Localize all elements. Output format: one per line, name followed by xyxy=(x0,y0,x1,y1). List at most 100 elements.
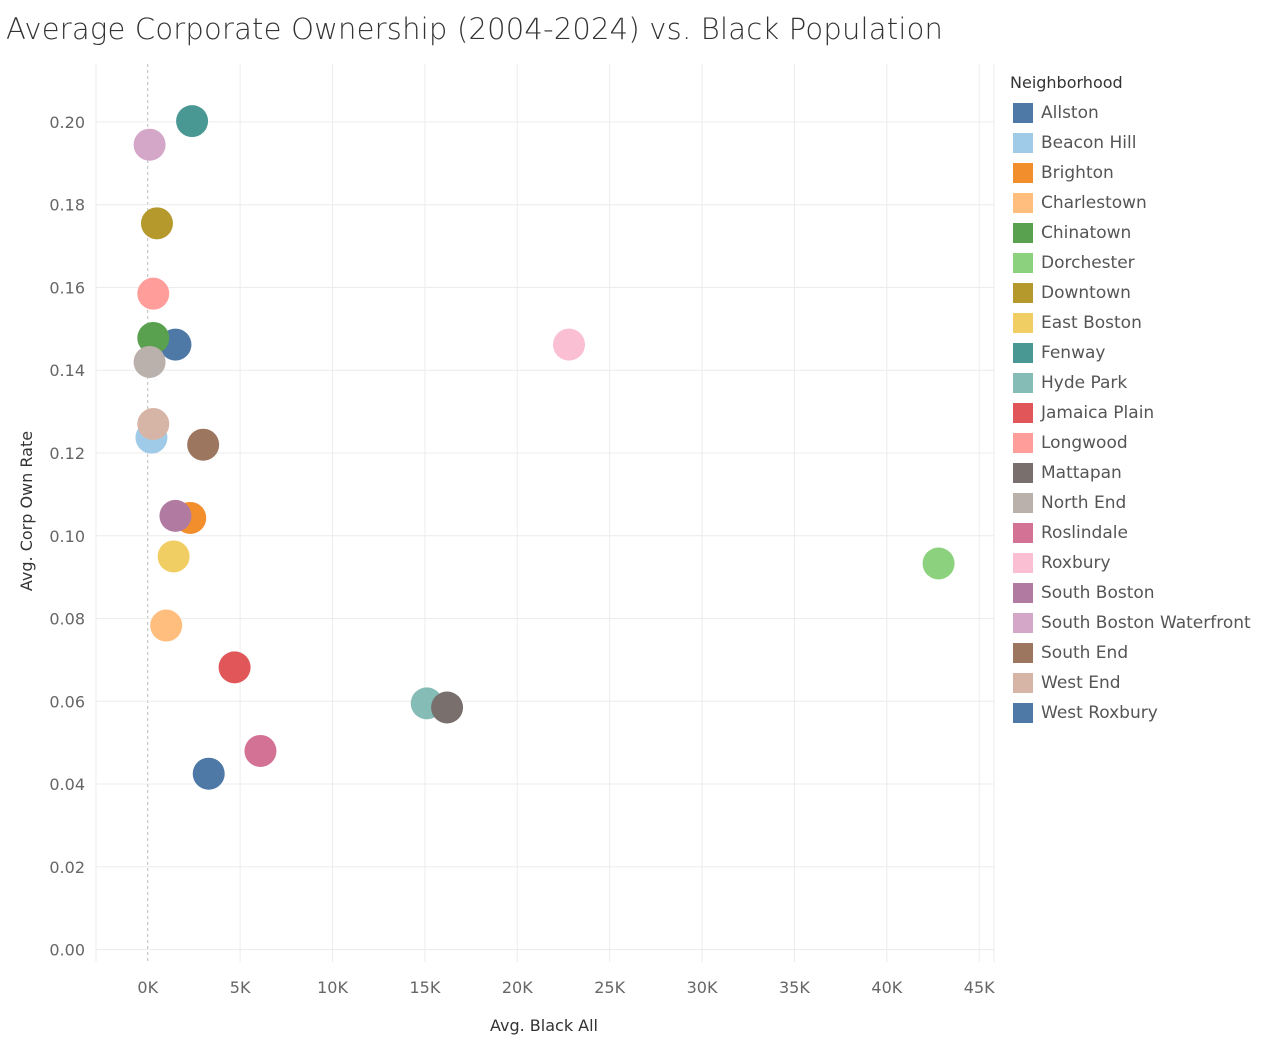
legend-swatch xyxy=(1013,673,1033,693)
data-point[interactable] xyxy=(192,757,225,790)
legend-items: Allston Beacon Hill Brighton Charlestown Chi… xyxy=(1010,98,1251,728)
y-tick-label: 0.12 xyxy=(49,444,85,463)
data-point[interactable] xyxy=(218,651,251,684)
chart-title: Average Corporate Ownership (2004-2024) … xyxy=(6,12,944,46)
legend-item[interactable]: South End xyxy=(1010,638,1251,668)
x-tick-label: 35K xyxy=(779,978,810,997)
legend-swatch xyxy=(1013,163,1033,183)
legend-swatch xyxy=(1013,283,1033,303)
legend-item[interactable]: Downtown xyxy=(1010,278,1251,308)
data-point[interactable] xyxy=(137,408,170,441)
y-tick-label: 0.20 xyxy=(49,113,85,132)
x-tick-label: 0K xyxy=(137,978,158,997)
legend-swatch xyxy=(1013,373,1033,393)
y-tick-label: 0.00 xyxy=(49,941,85,960)
legend-swatch xyxy=(1013,193,1033,213)
x-tick-label: 5K xyxy=(230,978,251,997)
data-point[interactable] xyxy=(133,128,166,161)
data-point[interactable] xyxy=(137,277,170,310)
y-tick-label: 0.14 xyxy=(49,361,85,380)
x-tick-label: 20K xyxy=(502,978,533,997)
x-tick-label: 15K xyxy=(409,978,440,997)
data-point[interactable] xyxy=(553,328,586,361)
data-point[interactable] xyxy=(133,345,166,378)
legend-swatch xyxy=(1013,103,1033,123)
x-tick-label: 30K xyxy=(687,978,718,997)
legend-label: South Boston xyxy=(1041,583,1155,603)
legend-swatch xyxy=(1013,433,1033,453)
legend-item[interactable]: Roxbury xyxy=(1010,548,1251,578)
x-tick-label: 10K xyxy=(317,978,348,997)
y-tick-label: 0.06 xyxy=(49,692,85,711)
legend-label: Hyde Park xyxy=(1041,373,1128,393)
legend-item[interactable]: Beacon Hill xyxy=(1010,128,1251,158)
legend-label: Jamaica Plain xyxy=(1041,403,1155,423)
legend-label: Allston xyxy=(1041,103,1099,123)
legend-swatch xyxy=(1013,613,1033,633)
point-layer xyxy=(133,105,955,790)
legend-swatch xyxy=(1013,463,1033,483)
x-tick-label: 25K xyxy=(594,978,625,997)
legend-label: Downtown xyxy=(1041,283,1131,303)
y-tick-label: 0.02 xyxy=(49,858,85,877)
legend-item[interactable]: Fenway xyxy=(1010,338,1251,368)
data-point[interactable] xyxy=(922,547,955,580)
legend-item[interactable]: North End xyxy=(1010,488,1251,518)
legend-item[interactable]: Roslindale xyxy=(1010,518,1251,548)
legend-label: Dorchester xyxy=(1041,253,1135,273)
data-point[interactable] xyxy=(187,428,220,461)
legend-item[interactable]: East Boston xyxy=(1010,308,1251,338)
y-tick-label: 0.16 xyxy=(49,278,85,297)
data-point[interactable] xyxy=(244,734,277,767)
y-axis-label: Avg. Corp Own Rate xyxy=(17,431,36,591)
legend-swatch xyxy=(1013,343,1033,363)
legend-swatch xyxy=(1013,703,1033,723)
legend-item[interactable]: Longwood xyxy=(1010,428,1251,458)
legend-item[interactable]: Charlestown xyxy=(1010,188,1251,218)
legend-item[interactable]: Allston xyxy=(1010,98,1251,128)
legend-label: Fenway xyxy=(1041,343,1106,363)
y-tick-label: 0.08 xyxy=(49,610,85,629)
y-tick-label: 0.18 xyxy=(49,196,85,215)
data-point[interactable] xyxy=(176,105,209,138)
legend-swatch xyxy=(1013,253,1033,273)
y-tick-label: 0.10 xyxy=(49,527,85,546)
legend-label: Roslindale xyxy=(1041,523,1128,543)
legend-label: West End xyxy=(1041,673,1121,693)
legend-item[interactable]: South Boston xyxy=(1010,578,1251,608)
legend-swatch xyxy=(1013,133,1033,153)
legend-swatch xyxy=(1013,403,1033,423)
grid-layer xyxy=(95,64,995,962)
legend-label: Longwood xyxy=(1041,433,1128,453)
legend-swatch xyxy=(1013,493,1033,513)
legend-label: Mattapan xyxy=(1041,463,1122,483)
data-point[interactable] xyxy=(150,609,183,642)
legend-swatch xyxy=(1013,523,1033,543)
data-point[interactable] xyxy=(159,499,192,532)
tick-layer: 0K 5K 10K 15K 20K 25K 30K 35K 40K 45K 0.00 0.02 0.04… xyxy=(49,113,995,997)
legend-label: West Roxbury xyxy=(1041,703,1158,723)
legend-item[interactable]: West Roxbury xyxy=(1010,698,1251,728)
data-point[interactable] xyxy=(137,321,170,354)
legend-label: East Boston xyxy=(1041,313,1142,333)
legend-item[interactable]: West End xyxy=(1010,668,1251,698)
legend-label: Roxbury xyxy=(1041,553,1111,573)
scatter-plot: 0K 5K 10K 15K 20K 25K 30K 35K 40K 45K 0.00 0.02 0.04… xyxy=(17,64,995,1035)
x-tick-label: 45K xyxy=(964,978,995,997)
data-point[interactable] xyxy=(140,207,173,240)
x-axis-label: Avg. Black All xyxy=(490,1016,598,1035)
legend-label: Charlestown xyxy=(1041,193,1147,213)
legend-item[interactable]: Hyde Park xyxy=(1010,368,1251,398)
legend-title: Neighborhood xyxy=(1010,73,1123,92)
legend-swatch xyxy=(1013,643,1033,663)
legend-item[interactable]: Brighton xyxy=(1010,158,1251,188)
data-point[interactable] xyxy=(431,691,464,724)
legend-item[interactable]: South Boston Waterfront xyxy=(1010,608,1251,638)
legend-item[interactable]: Jamaica Plain xyxy=(1010,398,1251,428)
legend-label: Brighton xyxy=(1041,163,1114,183)
x-tick-label: 40K xyxy=(871,978,902,997)
legend-item[interactable]: Chinatown xyxy=(1010,218,1251,248)
legend-item[interactable]: Dorchester xyxy=(1010,248,1251,278)
legend-item[interactable]: Mattapan xyxy=(1010,458,1251,488)
data-point[interactable] xyxy=(157,540,190,573)
